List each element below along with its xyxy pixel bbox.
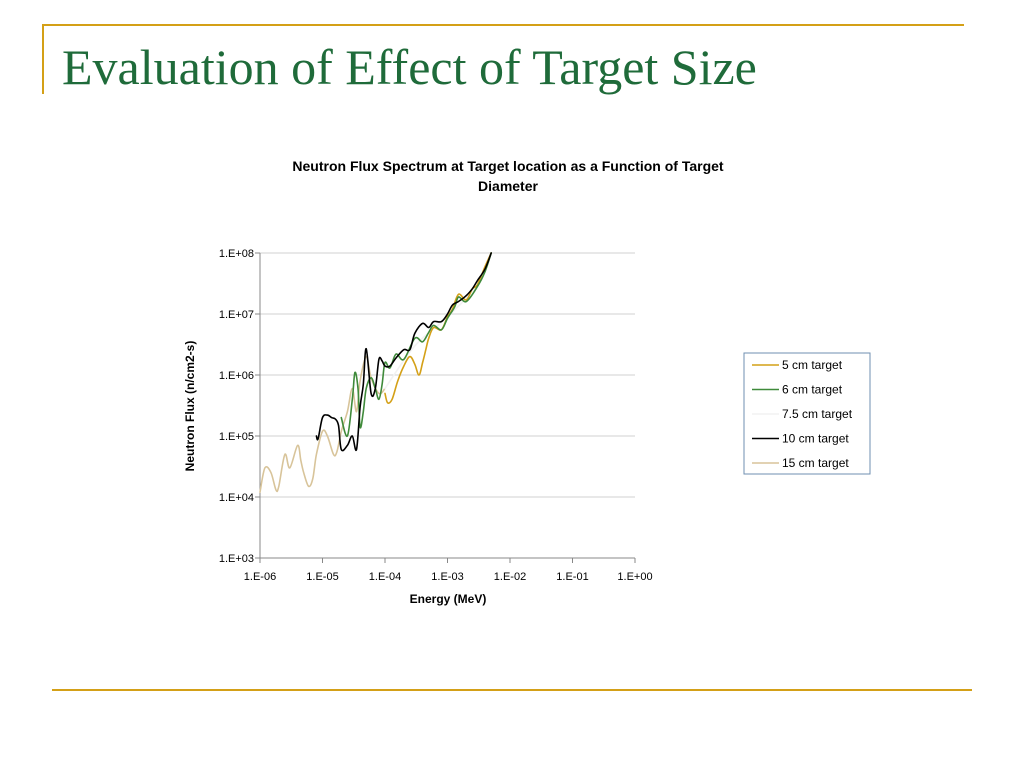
series-line-15-cm-target bbox=[259, 355, 386, 493]
x-tick-label: 1.E-01 bbox=[556, 571, 588, 583]
x-tick-label: 1.E-03 bbox=[431, 571, 463, 583]
y-tick-label: 1.E+06 bbox=[219, 370, 254, 382]
series-line-7-5-cm-target bbox=[384, 252, 492, 390]
frame-left-rule bbox=[42, 24, 44, 94]
grid-lines bbox=[260, 252, 635, 498]
frame-top-rule bbox=[42, 24, 964, 26]
legend-label: 15 cm target bbox=[782, 456, 849, 470]
y-tick-label: 1.E+03 bbox=[219, 553, 254, 565]
x-tick-label: 1.E+00 bbox=[617, 571, 652, 583]
y-tick-label: 1.E+05 bbox=[219, 431, 254, 443]
y-tick-label: 1.E+07 bbox=[219, 309, 254, 321]
x-tick-labels: 1.E-06 1.E-05 1.E-04 1.E-03 1.E-02 1.E-01 1.E+… bbox=[244, 558, 653, 583]
series-line-10-cm-target bbox=[315, 252, 492, 452]
x-tick-label: 1.E-06 bbox=[244, 571, 276, 583]
legend: 5 cm target 6 cm target 7.5 cm target 10 cm… bbox=[743, 352, 871, 475]
series-lines bbox=[259, 252, 492, 493]
chart-title-line-1: Neutron Flux Spectrum at Target location… bbox=[292, 158, 724, 174]
x-tick-label: 1.E-04 bbox=[369, 571, 401, 583]
legend-label: 10 cm target bbox=[782, 432, 849, 446]
x-tick-label: 1.E-05 bbox=[306, 571, 338, 583]
y-tick-labels: 1.E+08 1.E+07 1.E+06 1.E+05 1.E+04 1.E+03 bbox=[219, 248, 260, 565]
chart-title-line-2: Diameter bbox=[478, 178, 538, 194]
slide-title: Evaluation of Effect of Target Size bbox=[62, 39, 757, 95]
legend-label: 7.5 cm target bbox=[782, 407, 853, 421]
x-tick-label: 1.E-02 bbox=[494, 571, 526, 583]
y-tick-label: 1.E+04 bbox=[219, 492, 254, 504]
y-tick-label: 1.E+08 bbox=[219, 248, 254, 260]
legend-label: 6 cm target bbox=[782, 383, 843, 397]
legend-label: 5 cm target bbox=[782, 358, 843, 372]
axes bbox=[259, 253, 635, 559]
x-axis-label: Energy (MeV) bbox=[410, 592, 487, 606]
frame-bottom-rule bbox=[52, 689, 972, 691]
y-axis-label: Neutron Flux (n/cm2-s) bbox=[183, 341, 197, 472]
